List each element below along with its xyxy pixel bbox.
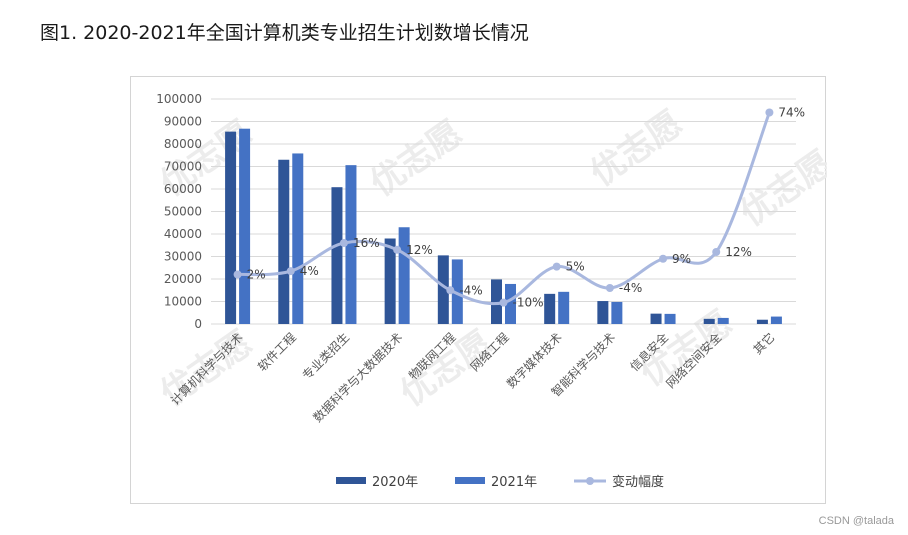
change-rate-label: 16% [353,236,380,250]
watermark-text: 优志愿 [583,103,689,194]
y-tick-labels: 0 10000 20000 30000 40000 50000 60000 70000 8000… [156,92,202,331]
y-tick-label: 40000 [164,227,202,241]
change-rate-point [393,245,402,254]
bar-2021 [239,128,251,324]
change-rate-point [233,270,242,279]
change-rate-label: -4% [619,281,642,295]
x-tick-label: 其它 [750,330,778,358]
legend-label: 2021年 [491,475,537,490]
bar-2021 [345,165,357,324]
change-rate-label: 4% [300,264,319,278]
y-tick-label: 80000 [164,137,202,151]
figure-caption: 图1. 2020-2021年全国计算机类专业招生计划数增长情况 [40,22,529,44]
bars-group [225,128,782,324]
bar-2020 [756,319,768,324]
bar-2021 [611,301,623,324]
y-tick-label: 10000 [164,295,202,309]
change-rate-label: -10% [513,296,544,310]
bar-2021 [770,316,782,324]
x-tick-label: 数据科学与大数据技术 [310,330,405,425]
legend-label: 变动幅度 [612,474,664,490]
bar-2020 [225,131,237,324]
y-tick-label: 90000 [164,115,202,129]
bar-2021 [505,283,516,324]
bar-2021 [717,317,729,324]
change-rate-label: 12% [406,243,433,257]
change-rate-path [237,111,771,306]
bar-2020 [544,293,556,324]
legend: 2020年 2021年 变动幅度 [336,474,664,490]
change-rate-point [339,239,348,247]
change-rate-point [659,254,668,263]
y-tick-label: 0 [194,317,202,331]
bar-2020 [491,279,502,324]
x-tick-label: 专业类招生 [299,330,352,383]
change-rate-label: -4% [459,283,482,297]
change-rate-line: 2% 4% 16% 12% -4% -10% 5% -4% 9% 12% 74% [233,106,805,310]
bar-2020 [437,255,449,324]
y-tick-label: 50000 [164,205,202,219]
change-rate-point [499,298,508,307]
legend-label: 2020年 [372,475,418,490]
bar-2020 [331,187,343,324]
legend-swatch [336,477,366,484]
change-rate-label: 74% [778,106,805,120]
y-tick-label: 60000 [164,182,202,196]
x-tick-label: 软件工程 [254,330,299,375]
grid-lines [211,98,796,325]
bar-2020 [278,159,290,324]
bar-2021 [292,153,304,324]
change-rate-point [765,108,774,117]
bar-2020 [384,238,396,324]
bar-2021 [664,313,676,324]
bar-2021 [558,291,570,324]
change-rate-label: 9% [672,252,691,266]
legend-marker [586,477,594,485]
bar-2020 [703,318,715,324]
bar-2020 [597,301,609,324]
change-rate-label: 2% [247,268,266,282]
watermark-text: 优志愿 [363,113,469,204]
legend-swatch [455,477,485,484]
y-tick-label: 100000 [156,92,202,106]
y-tick-label: 20000 [164,272,202,286]
change-rate-point [446,286,455,295]
y-tick-label: 70000 [164,160,202,174]
change-rate-point [605,284,614,292]
credit-text: CSDN @talada [818,515,894,527]
y-tick-label: 30000 [164,250,202,264]
change-rate-point [286,267,295,276]
change-rate-point [552,262,561,271]
chart-area: 优志愿 优志愿 优志愿 优志愿 优志愿 优志愿 优志愿 0 10000 20000 30000 40… [130,76,827,504]
bar-2021 [398,227,410,324]
change-rate-point [712,248,721,256]
bar-2021 [451,259,463,324]
change-rate-label: 5% [566,260,585,274]
bar-2020 [650,313,662,324]
change-rate-label: 12% [725,245,752,259]
